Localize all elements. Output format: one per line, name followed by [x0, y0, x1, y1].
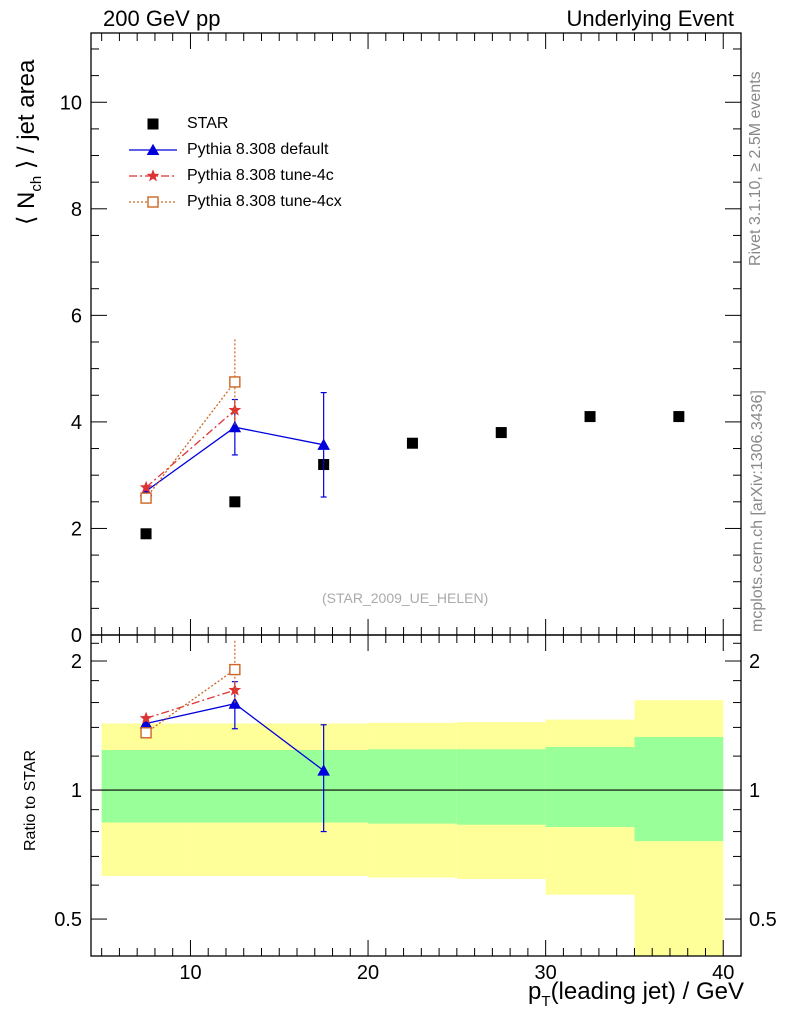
legend-marker-star — [147, 118, 159, 130]
main-point-star — [673, 411, 685, 423]
legend-label-default: Pythia 8.308 default — [187, 141, 329, 158]
x-axis-label: pT(leading jet) / GeV — [528, 978, 744, 1010]
main-point-star — [495, 427, 507, 439]
ratio-line-tune4cx — [145, 669, 236, 734]
ratio-point-default — [139, 717, 153, 729]
main-point-tune4c — [139, 480, 153, 493]
observable-label: Underlying Event — [566, 6, 734, 31]
ratio-y-tick-label-right: 0.5 — [749, 909, 777, 931]
collision-label: 200 GeV pp — [103, 6, 221, 31]
x-tick-label: 40 — [712, 962, 734, 984]
ratio-y-tick-label: 1 — [71, 780, 82, 802]
band-inner-5 — [634, 736, 724, 842]
rivet-version-note: Rivet 3.1.10, ≥ 2.5M events — [747, 71, 764, 266]
band-inner-1 — [190, 749, 369, 823]
y-tick-label: 6 — [71, 305, 82, 327]
main-point-star — [140, 528, 152, 540]
main-point-default — [228, 420, 242, 433]
band-inner-2 — [368, 749, 457, 824]
ratio-point-tune4cx — [140, 727, 152, 739]
main-point-tune4c — [228, 403, 242, 416]
legend-markers — [129, 118, 177, 208]
y-axis-label-pre: ⟨ N — [13, 191, 40, 225]
main-point-star — [406, 437, 418, 449]
band-inner-4 — [545, 747, 635, 827]
y-axis-label-post: ⟩ / jet area — [13, 59, 40, 176]
axes-ticks: 10 20 30 40 0 2 4 6 8 10 0.5 0.5 1 1 2 2 — [54, 33, 777, 984]
y-tick-label: 10 — [60, 92, 82, 114]
main-point-star — [584, 411, 596, 423]
legend-label-tune4c: Pythia 8.308 tune-4c — [187, 167, 334, 184]
y-tick-label: 0 — [71, 625, 82, 647]
y-tick-label: 8 — [71, 199, 82, 221]
x-axis-label-main: p — [528, 978, 542, 1005]
x-tick-label: 30 — [535, 962, 557, 984]
ratio-y-tick-label-right: 2 — [749, 651, 760, 673]
main-line-tune4cx — [145, 381, 236, 499]
main-point-star — [229, 496, 241, 508]
band-inner-0 — [101, 749, 191, 823]
x-axis-label-sub: T — [541, 993, 551, 1010]
ratio-point-default — [228, 697, 242, 709]
main-point-default — [317, 438, 330, 450]
y-axis-label-sub: ch — [28, 175, 45, 192]
ratio-point-default — [317, 764, 330, 776]
x-tick-label: 10 — [179, 962, 201, 984]
band-inner-3 — [456, 749, 546, 825]
ratio-axis-label: Ratio to STAR — [22, 749, 39, 851]
ratio-point-tune4cx — [229, 663, 241, 676]
ratio-uncertainty-bands — [91, 700, 741, 956]
ratio-point-tune4c — [139, 711, 153, 724]
ratio-y-tick-label: 0.5 — [54, 909, 82, 931]
analysis-label: (STAR_2009_UE_HELEN) — [322, 590, 489, 606]
source-note: mcplots.cern.ch [arXiv:1306.3436] — [749, 390, 766, 632]
legend-label-star: STAR — [187, 115, 229, 132]
ratio-y-tick-label-right: 1 — [749, 780, 760, 802]
data-series — [139, 339, 685, 833]
x-tick-label: 20 — [357, 962, 379, 984]
ratio-y-tick-label: 2 — [71, 651, 82, 673]
main-point-tune4cx — [140, 492, 152, 504]
main-line-tune4c — [145, 409, 236, 488]
y-tick-label: 4 — [71, 412, 82, 434]
legend-marker-default — [146, 143, 160, 156]
x-axis-label-rest: (leading jet) / GeV — [550, 978, 744, 1005]
legend-label-tune4cx: Pythia 8.308 tune-4cx — [187, 193, 342, 210]
legend-marker-tune4c — [146, 169, 160, 182]
y-tick-label: 2 — [71, 518, 82, 540]
ratio-panel-frame — [90, 634, 742, 957]
y-axis-label: ⟨ Nch ⟩ / jet area — [12, 60, 45, 225]
legend-marker-tune4cx — [147, 196, 159, 208]
main-point-tune4cx — [229, 376, 241, 388]
